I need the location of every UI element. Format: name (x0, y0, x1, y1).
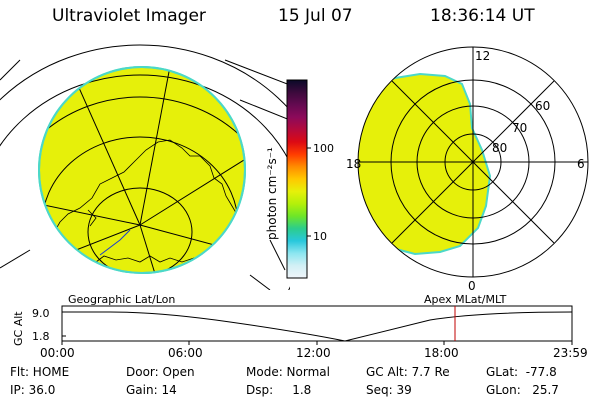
timeline-xtick-2359: 23:59 (553, 346, 588, 360)
mlat-label-70: 70 (512, 121, 527, 135)
date-label: 15 Jul 07 (278, 6, 353, 26)
colorbar-tick-100: 100 (313, 142, 334, 155)
geo-lat-circle-3 (39, 96, 245, 273)
info-glon: GLon: 25.7 (486, 383, 559, 397)
colorbar: 100 10 photon cm⁻²s⁻¹ (265, 79, 334, 279)
app-title: Ultraviolet Imager (52, 6, 206, 26)
time-label: 18:36:14 UT (430, 6, 535, 26)
mlat-label-60: 60 (535, 99, 550, 113)
timeline-ylabel: GC Alt (12, 311, 25, 346)
colorbar-unit-label: photon cm⁻²s⁻¹ (265, 147, 279, 240)
timeline-ytick-9: 9.0 (32, 307, 50, 320)
polar-auroral-fill (358, 72, 492, 256)
polar-panel-label: Apex MLat/MLT (424, 293, 507, 306)
info-door: Door: Open (126, 365, 195, 379)
geo-panel-label: Geographic Lat/Lon (68, 293, 175, 306)
timeline-frame (61, 305, 573, 342)
mlt-label-6: 6 (577, 157, 585, 171)
info-mode: Mode: Normal (246, 365, 330, 379)
info-seq: Seq: 39 (366, 383, 412, 397)
timeline-xtick-0600: 06:00 (168, 346, 203, 360)
mlt-label-0: 0 (468, 279, 476, 293)
info-ip: IP: 36.0 (10, 383, 56, 397)
geographic-map (0, 44, 290, 290)
colorbar-rect (286, 79, 308, 279)
mlt-label-18: 18 (346, 157, 361, 171)
mlt-label-12: 12 (475, 49, 490, 63)
geo-earth-disk (38, 66, 246, 274)
timeline-xtick-0000: 00:00 (40, 346, 75, 360)
info-flt: Flt: HOME (10, 365, 70, 379)
colorbar-tick-10: 10 (313, 230, 327, 243)
polar-map: 12 18 6 0 60 70 80 (346, 46, 589, 293)
altitude-curve (62, 311, 573, 342)
mlat-label-80: 80 (492, 141, 507, 155)
timeline-xtick-1200: 12:00 (296, 346, 331, 360)
info-dsp: Dsp: 1.8 (246, 383, 312, 397)
geo-lat-circle-1 (87, 187, 193, 273)
altitude-timeline: GC Alt 9.0 1.8 00:00 06:00 12:00 18:00 2… (12, 305, 588, 360)
geo-lat-arc-outer (0, 74, 290, 290)
geo-lat-arc-outer2 (0, 44, 290, 111)
info-glat: GLat: -77.8 (486, 365, 557, 379)
timeline-xtick-1800: 18:00 (424, 346, 459, 360)
info-gc-alt: GC Alt: 7.7 Re (366, 365, 450, 379)
info-gain: Gain: 14 (126, 383, 177, 397)
geo-arc-tick (224, 59, 290, 86)
timeline-ytick-1.8: 1.8 (32, 330, 50, 343)
